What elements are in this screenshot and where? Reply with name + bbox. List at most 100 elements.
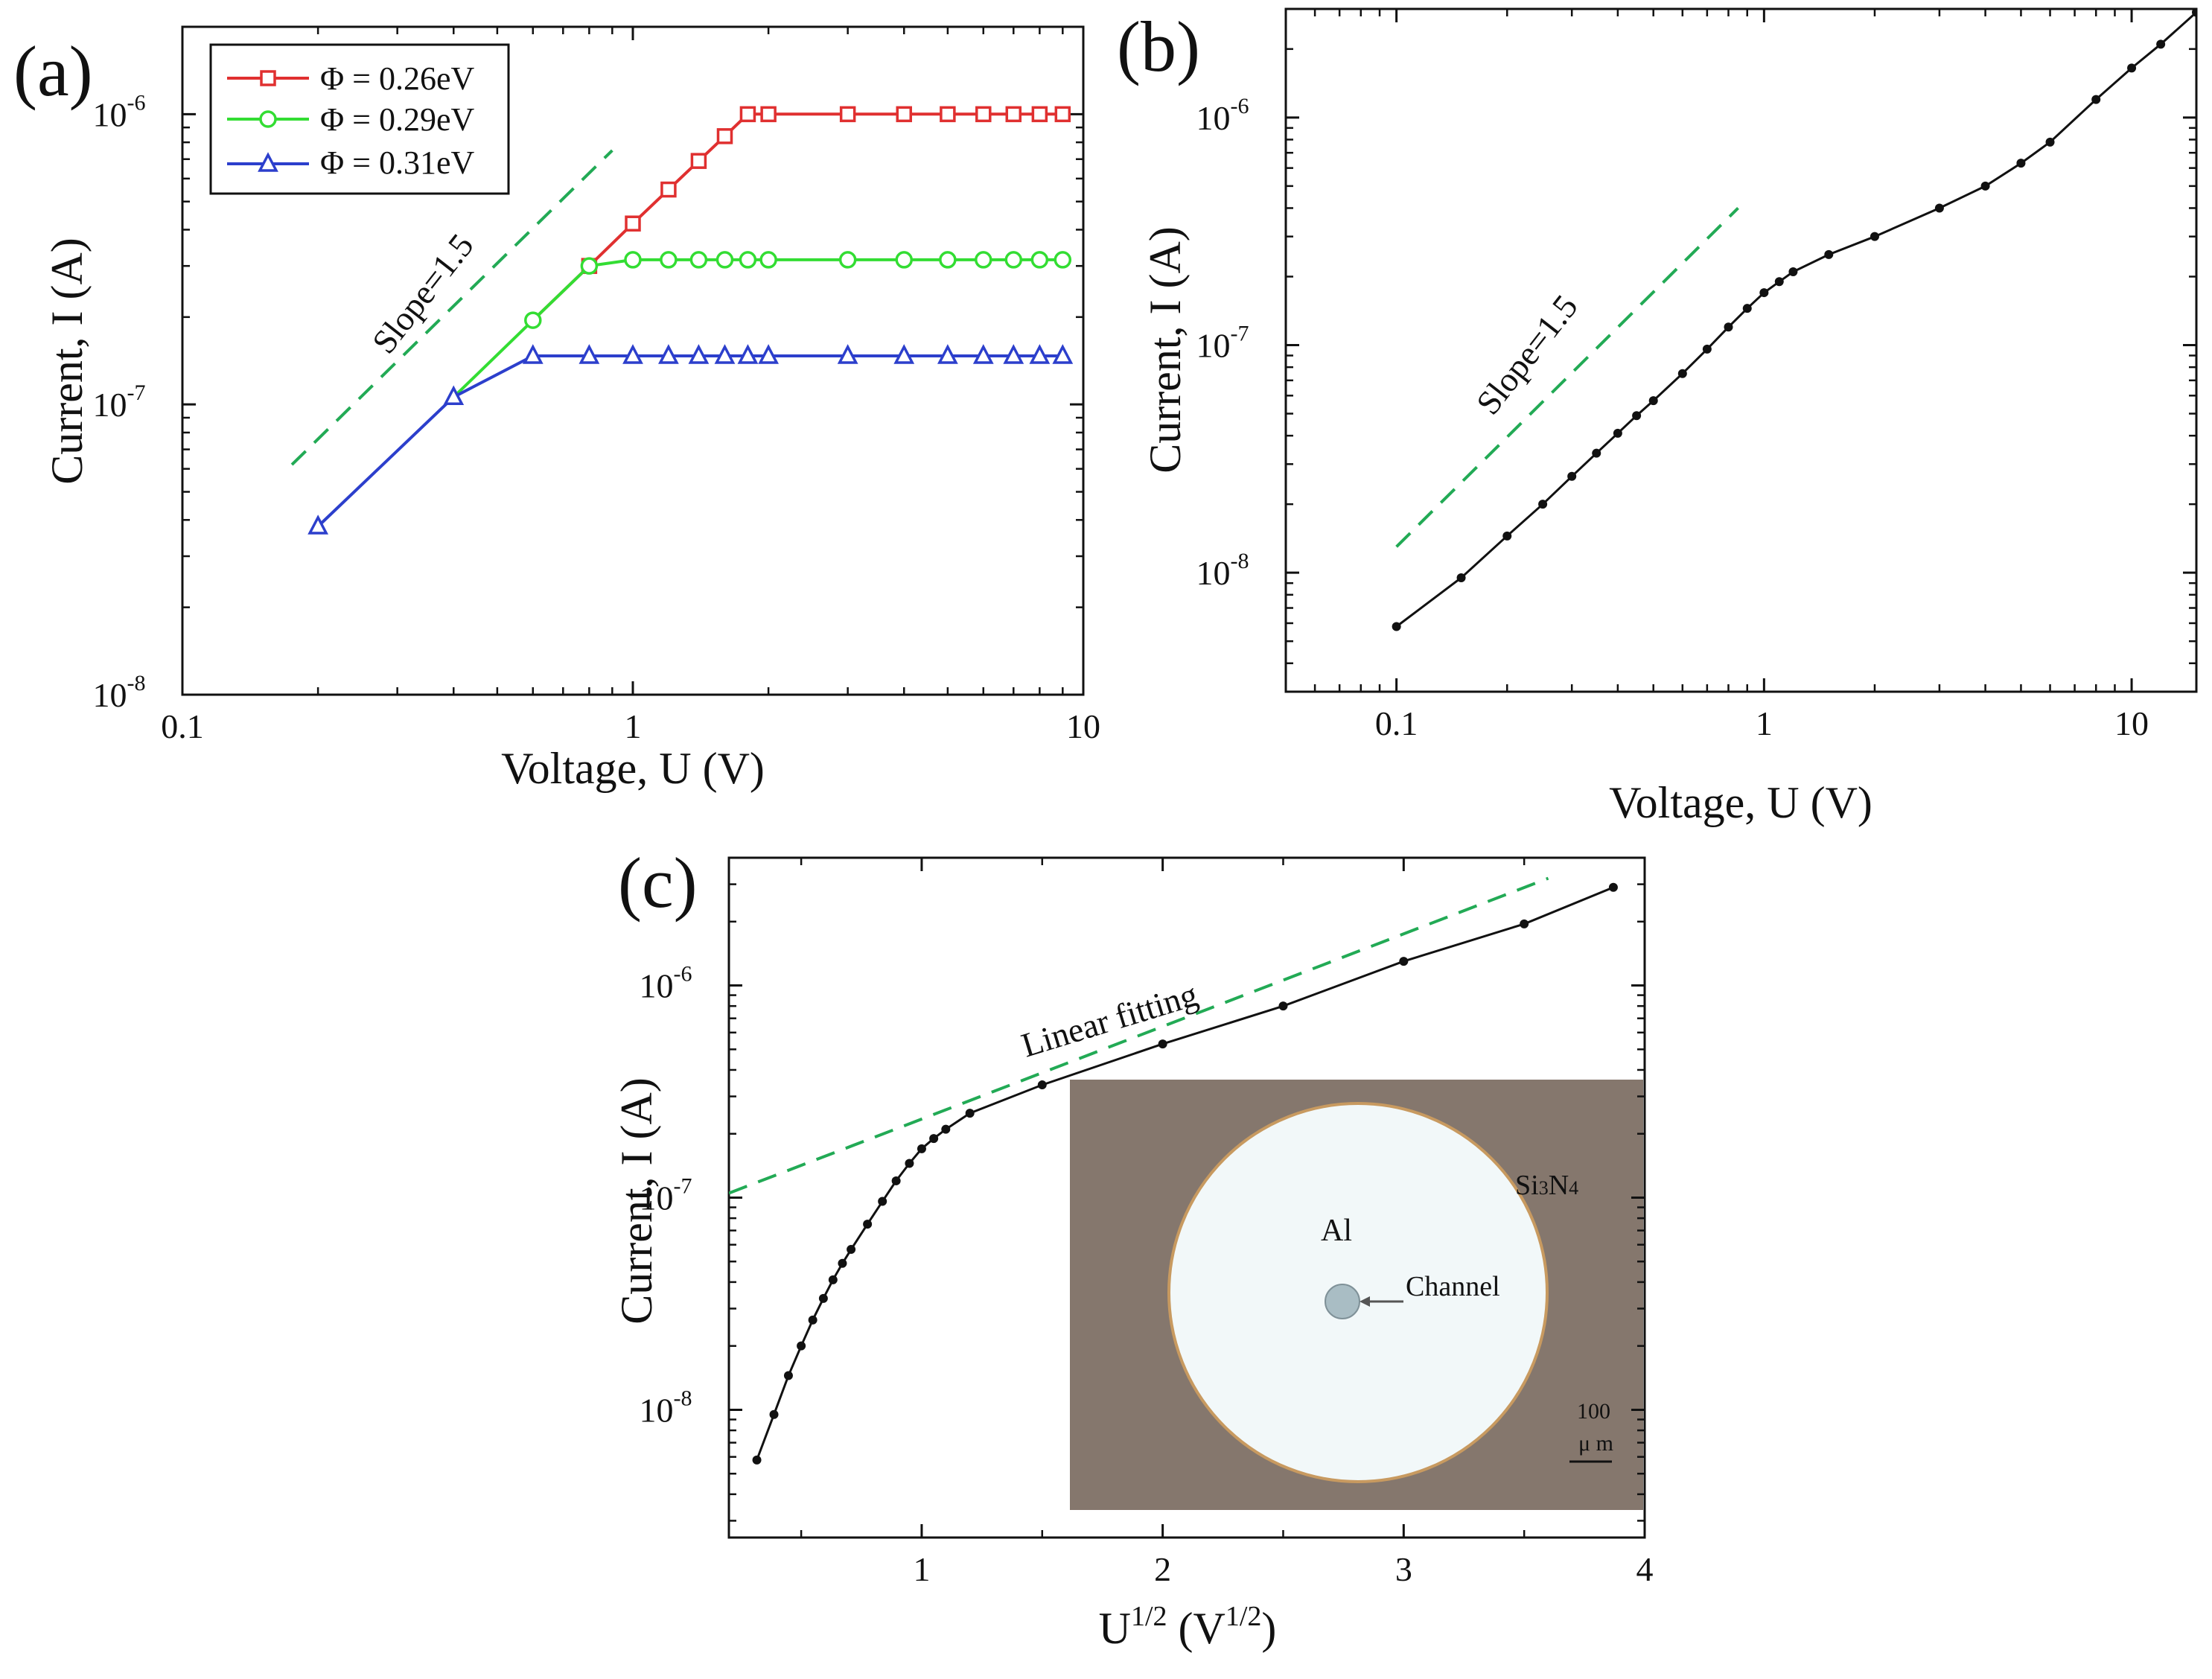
data-point-dot	[1278, 1001, 1288, 1011]
data-point-dot	[941, 1124, 951, 1134]
data-point-square	[1054, 106, 1071, 123]
data-point-dot	[863, 1220, 873, 1229]
data-point-dot	[891, 1176, 901, 1185]
data-point-circle	[975, 251, 992, 269]
data-point-square	[625, 215, 641, 232]
x-tick-label: 1	[625, 707, 642, 745]
data-point-circle	[689, 251, 708, 269]
legend-label-phi-026: Φ = 0.26eV	[320, 60, 475, 97]
y-tick-label: 10-7	[640, 1174, 692, 1217]
y-tick-label: 10-6	[640, 962, 692, 1005]
data-point-circle	[1054, 251, 1072, 269]
data-point-triangle	[658, 344, 679, 364]
data-point-triangle	[307, 514, 329, 535]
panel-a-ticks: 0.1 1 10 10-8 10-7 10-6	[93, 27, 1100, 745]
data-point-dot	[2156, 39, 2166, 49]
panel-b-chart: 0.1 1 10 10-8 10-7 10-6 Slope=1.5 Voltage, U …	[1141, 7, 2198, 827]
data-point-square	[839, 106, 856, 123]
panel-a-y-axis-label: Current, I (A)	[42, 238, 92, 485]
data-point-dot	[1520, 919, 1529, 928]
x-tick-label: 10	[2114, 704, 2149, 742]
series-connector	[452, 319, 535, 398]
data-point-square	[975, 106, 992, 123]
data-point-square	[716, 128, 733, 144]
data-point-dot	[1399, 957, 1409, 966]
data-point-dot	[1632, 411, 1642, 421]
data-point-triangle	[443, 385, 465, 406]
data-point-dot	[1702, 344, 1712, 354]
x-tick-label: 1	[1756, 704, 1773, 742]
inset-channel-label: Channel	[1406, 1271, 1500, 1302]
data-point-square	[739, 106, 756, 123]
data-point-dot	[1759, 288, 1769, 298]
data-point-dot	[808, 1315, 817, 1325]
data-point-square	[690, 153, 707, 169]
data-point-triangle	[522, 344, 544, 364]
data-point-triangle	[1052, 344, 1074, 364]
data-point-dot	[752, 1455, 762, 1465]
data-point-dot	[1608, 882, 1618, 892]
data-point-dot	[1502, 531, 1512, 541]
data-point-circle	[715, 251, 734, 269]
data-point-circle	[580, 257, 599, 275]
panel-c-y-axis-label: Current, I (A)	[612, 1077, 661, 1325]
series-line	[1395, 11, 2196, 628]
data-point-circle	[939, 251, 957, 269]
data-point-dot	[929, 1134, 939, 1144]
data-point-circle	[838, 251, 857, 269]
data-point-square	[660, 181, 677, 198]
data-point-circle	[739, 251, 757, 269]
data-point-triangle	[758, 344, 780, 364]
data-point-triangle	[837, 344, 858, 364]
data-point-dot	[2045, 137, 2055, 147]
data-point-dot	[847, 1245, 856, 1255]
x-tick-label: 3	[1395, 1550, 1412, 1588]
panel-c-series	[752, 882, 1618, 1465]
data-point-dot	[769, 1409, 779, 1419]
legend-entry-phi-029: Φ = 0.29eV	[227, 101, 475, 138]
x-tick-label: 2	[1154, 1550, 1171, 1588]
inset-scalebar-unit: μ m	[1578, 1431, 1613, 1456]
inset-channel-dot	[1325, 1284, 1360, 1319]
data-point-triangle	[972, 344, 994, 364]
panel-a-legend: Φ = 0.26eV Φ = 0.29eV Φ = 0.31eV	[209, 43, 510, 195]
series-line	[316, 354, 1063, 528]
legend-triangle-marker	[258, 152, 278, 172]
data-point-circle	[1004, 251, 1023, 269]
inset-si3n4-label: Si3N4	[1515, 1170, 1578, 1201]
panel-c-label: (c)	[618, 843, 698, 923]
data-point-dot	[1392, 622, 1401, 631]
data-point-dot	[1158, 1039, 1167, 1049]
data-point-dot	[1677, 369, 1687, 378]
data-point-dot	[2016, 159, 2026, 168]
data-point-triangle	[688, 344, 710, 364]
data-point-dot	[828, 1275, 838, 1284]
panel-c-chart: Al Channel Si3N4 100 μ m 1 2 3 4 10-8 10-7 10-…	[612, 856, 1654, 1653]
data-point-dot	[1742, 304, 1752, 313]
data-point-square	[1005, 106, 1022, 123]
inset-al-label: Al	[1321, 1214, 1352, 1248]
panel-b-slope-label: Slope=1.5	[1469, 287, 1585, 421]
data-point-dot	[1037, 1080, 1047, 1090]
data-point-dot	[1870, 232, 1879, 241]
data-point-dot	[2192, 9, 2196, 17]
slope-guide-line	[1395, 207, 1739, 548]
series-line	[532, 258, 1063, 322]
data-point-dot	[2091, 95, 2101, 104]
panel-b-y-axis-label: Current, I (A)	[1141, 226, 1190, 474]
y-tick-label: 10-7	[1196, 322, 1249, 365]
panel-b-plot-frame	[1284, 7, 2198, 693]
data-point-triangle	[937, 344, 958, 364]
data-point-dot	[838, 1258, 847, 1268]
data-point-circle	[1030, 251, 1049, 269]
data-point-square	[760, 106, 777, 123]
y-tick-label: 10-8	[93, 671, 146, 714]
legend-label-phi-031: Φ = 0.31eV	[320, 144, 475, 181]
panel-a-chart: 0.1 1 10 10-8 10-7 10-6 Slope=1.5 Voltage, U …	[42, 25, 1100, 793]
inset-arrow-head	[1360, 1296, 1370, 1307]
panel-a-slope-label: Slope=1.5	[365, 226, 481, 360]
data-point-dot	[905, 1159, 914, 1168]
y-tick-label: 10-8	[640, 1386, 692, 1429]
data-point-triangle	[737, 344, 759, 364]
panel-c-fit-label: Linear fitting	[1017, 975, 1202, 1064]
